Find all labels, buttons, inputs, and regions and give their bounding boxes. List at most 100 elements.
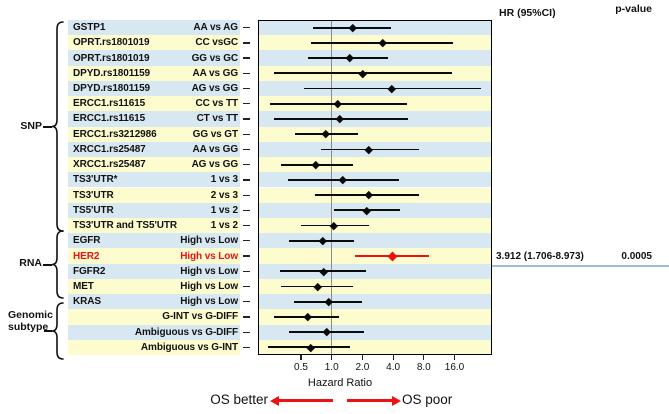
gene-label: FGFR2	[73, 265, 106, 277]
y-axis-tick	[243, 103, 250, 105]
table-row-stripe	[68, 324, 240, 340]
group-label-genomic-subtype: Genomic subtype	[8, 309, 53, 333]
y-axis-tick	[243, 240, 250, 242]
group-label-snp: SNP	[20, 120, 42, 132]
table-row-stripe	[68, 111, 240, 127]
x-tick-label: 4.0	[386, 362, 401, 373]
comparison-label: High vs Low	[180, 265, 238, 277]
table-row-stripe	[68, 35, 240, 51]
gene-label: EGFR	[73, 235, 101, 247]
y-axis-tick	[243, 316, 250, 318]
comparison-label: AA vs GG	[192, 67, 238, 79]
y-axis-tick	[243, 194, 250, 196]
table-row-stripe	[68, 278, 240, 295]
y-axis-tick	[243, 179, 250, 181]
os-poor-arrow-shaft	[347, 399, 393, 402]
plot-row-stripe	[258, 294, 492, 310]
table-row-stripe	[68, 80, 240, 97]
y-axis-tick	[243, 331, 250, 333]
gene-label: MET	[73, 280, 94, 292]
snp-group-brace	[51, 21, 64, 232]
plot-row-stripe	[258, 126, 492, 142]
p-value-column-header: p-value	[615, 3, 652, 15]
y-axis-tick	[243, 209, 250, 212]
comparison-label: 1 vs 3	[210, 174, 238, 186]
table-row-stripe	[68, 96, 240, 112]
plot-row-stripe	[258, 263, 492, 279]
table-row-stripe	[68, 20, 240, 36]
comparison-label: CC vsGC	[195, 37, 238, 49]
y-axis-tick	[243, 224, 250, 227]
comparison-label: Ambiguous vs G-DIFF	[134, 326, 238, 338]
rna-group-brace	[51, 230, 64, 299]
plot-row-stripe	[258, 324, 492, 340]
table-row-stripe	[68, 50, 240, 66]
annotation-rule	[492, 264, 669, 267]
plot-row-stripe	[258, 309, 492, 325]
comparison-label: High vs Low	[180, 235, 238, 247]
os-poor-label: OS poor	[402, 392, 453, 407]
table-row-stripe	[68, 263, 240, 279]
genomic-group-brace	[51, 302, 64, 360]
x-tick-label: 2.0	[355, 362, 370, 373]
x-axis-tick	[423, 355, 425, 360]
x-axis-label: Hazard Ratio	[307, 377, 373, 389]
x-tick-label: 16.0	[444, 362, 465, 373]
table-row-stripe	[68, 157, 240, 173]
gene-label: HER2	[73, 250, 100, 262]
y-axis-tick	[243, 27, 250, 29]
y-axis-tick	[243, 270, 250, 272]
plot-row-stripe	[258, 233, 492, 249]
gene-label: TS3'UTR	[73, 189, 114, 201]
comparison-label: 1 vs 2	[210, 204, 238, 216]
snp-brace-connector	[43, 126, 52, 128]
group-label-rna: RNA	[19, 257, 42, 269]
x-axis-tick	[331, 355, 333, 360]
y-axis-tick	[243, 42, 250, 44]
x-axis-tick	[361, 355, 364, 360]
comparison-label: High vs Low	[180, 296, 238, 308]
y-axis-tick	[243, 57, 250, 59]
gene-label: XRCC1.rs25487	[73, 159, 146, 171]
gene-label: ERCC1.rs11615	[73, 113, 146, 125]
comparison-label: AG vs GG	[191, 159, 239, 171]
gene-label: ERCC1.rs11615	[73, 98, 146, 110]
table-row-stripe	[68, 233, 240, 249]
gene-label: TS3'UTR*	[73, 174, 118, 186]
comparison-label: High vs Low	[180, 250, 238, 262]
y-axis-tick	[243, 346, 250, 349]
table-row-stripe	[68, 248, 240, 264]
table-row-stripe	[68, 294, 240, 310]
table-row-stripe	[68, 126, 240, 142]
gene-label: OPRT.rs1801019	[73, 37, 150, 49]
gene-label: GSTP1	[73, 22, 106, 34]
y-axis-tick	[243, 255, 250, 257]
gene-label: DPYD.rs1801159	[73, 83, 150, 95]
reference-line	[331, 20, 333, 355]
comparison-label: GG vs GT	[192, 128, 238, 140]
comparison-label: AA vs AG	[193, 22, 238, 34]
os-better-arrow-shaft	[278, 399, 333, 402]
x-axis-tick	[300, 355, 302, 360]
gene-label: TS5'UTR	[73, 204, 114, 216]
hr-ci-column-header: HR (95%CI)	[499, 7, 556, 19]
table-row-stripe	[68, 202, 240, 218]
x-axis-tick	[453, 355, 456, 360]
gene-label: KRAS	[73, 296, 101, 308]
os-better-label: OS better	[210, 392, 268, 407]
comparison-label: Ambiguous vs G-INT	[140, 341, 238, 353]
table-row-stripe	[68, 217, 240, 234]
comparison-label: High vs Low	[180, 280, 238, 292]
gene-label: XRCC1.rs25487	[73, 143, 146, 155]
gene-label: TS3'UTR and TS5'UTR	[73, 220, 177, 232]
y-axis-tick	[243, 164, 250, 166]
gene-label: ERCC1.rs3212986	[73, 128, 157, 140]
y-axis-tick	[243, 148, 250, 151]
table-row-stripe	[68, 187, 240, 203]
comparison-label: 2 vs 3	[210, 189, 238, 201]
hr-ci-annotation: 3.912 (1.706-8.973)	[496, 250, 584, 262]
comparison-label: AG vs GG	[191, 83, 239, 95]
genomic-brace-connector	[44, 330, 52, 332]
comparison-label: G-INT vs G-DIFF	[162, 311, 238, 323]
